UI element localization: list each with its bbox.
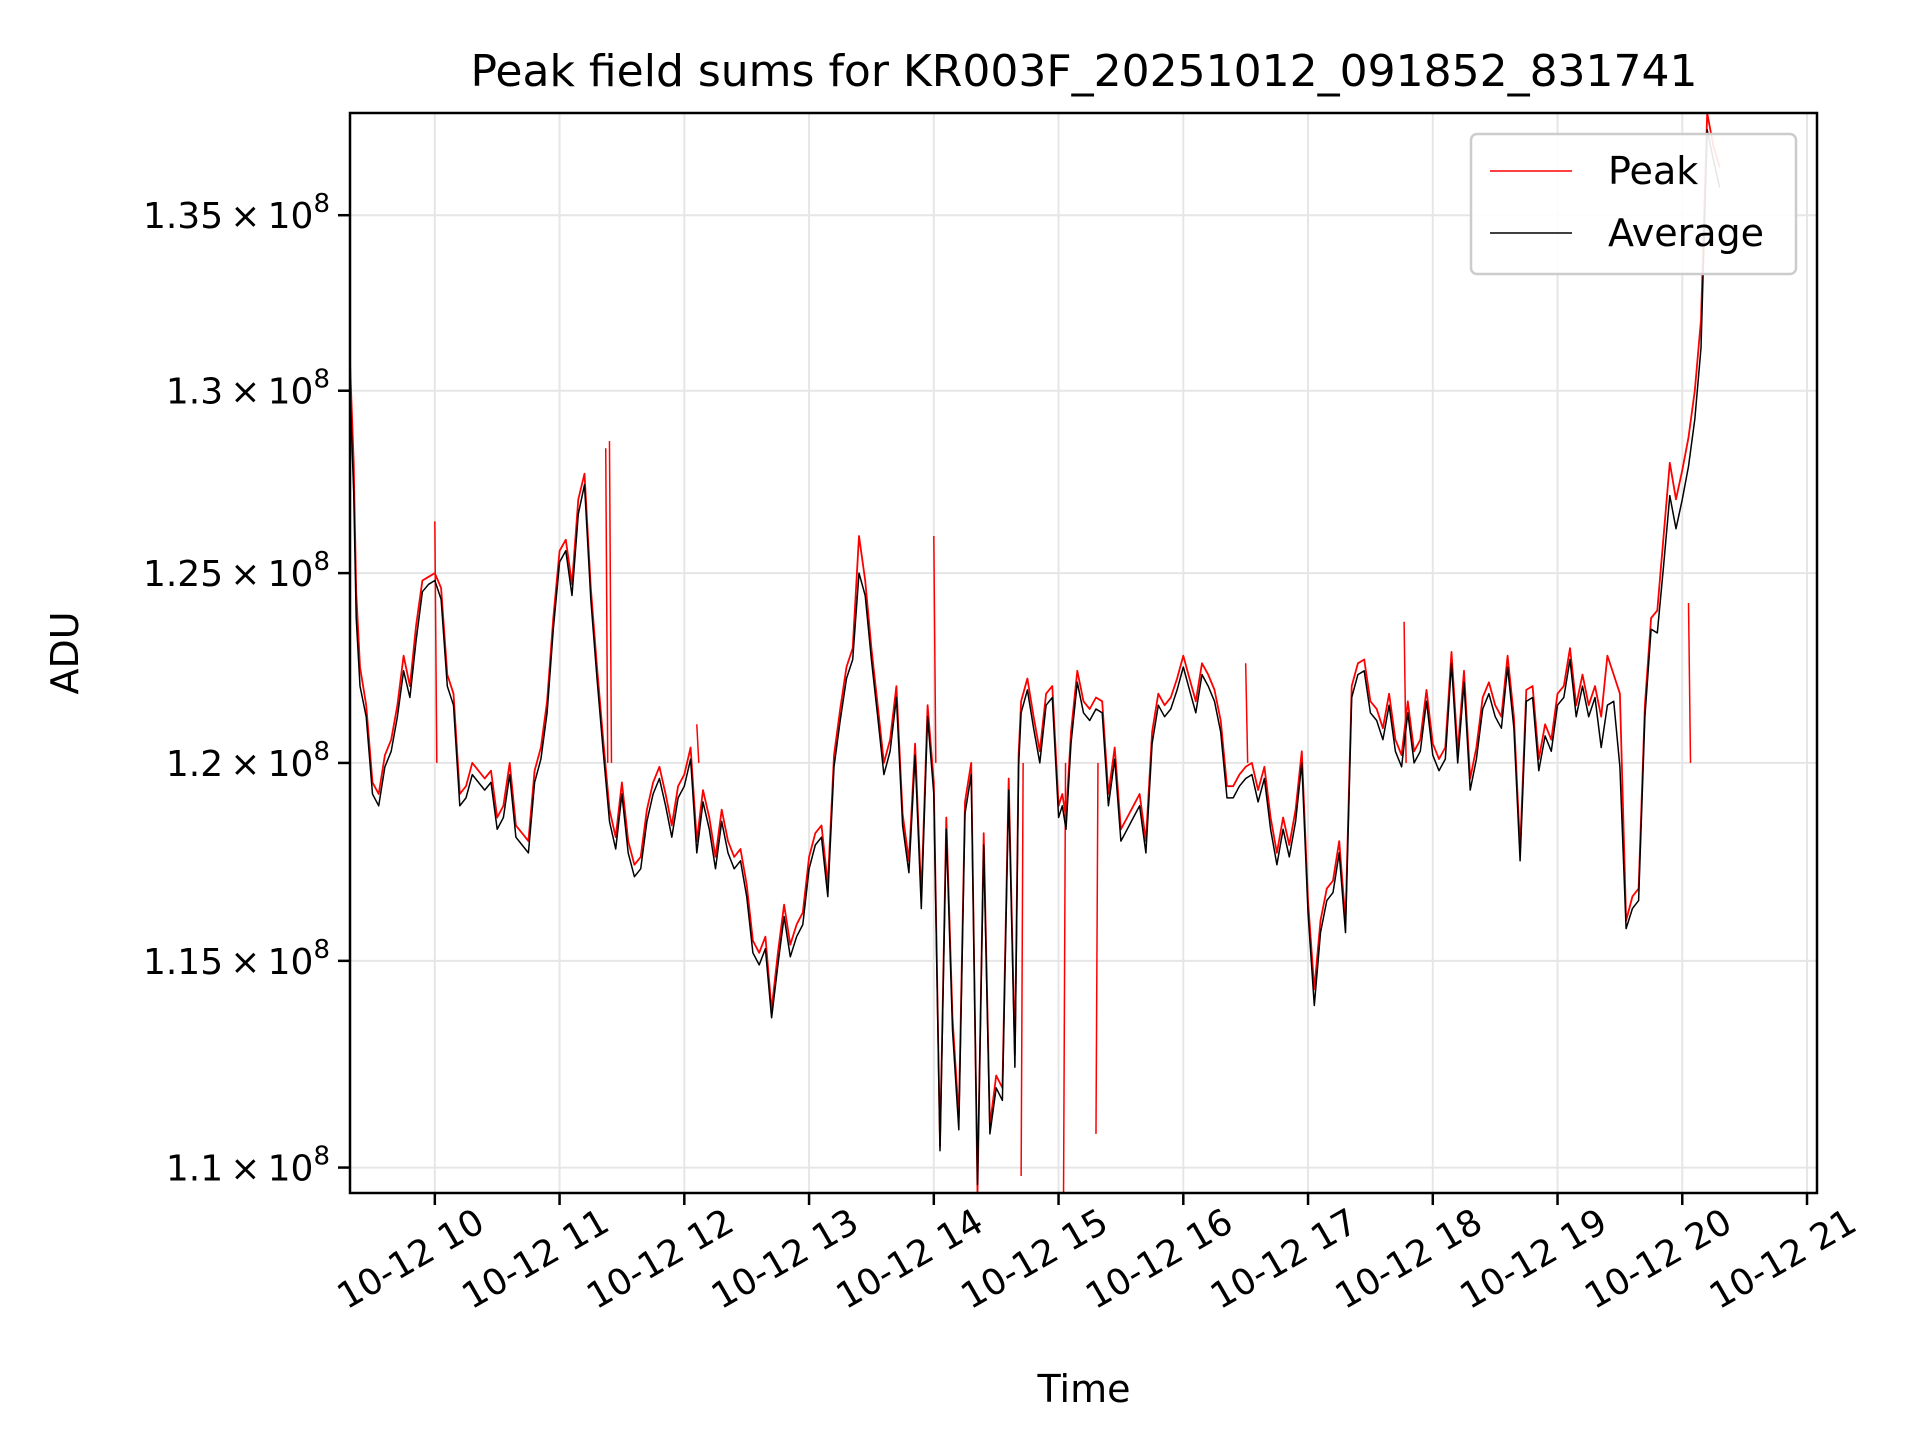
y-axis-label: ADU — [43, 611, 87, 694]
y-gridlines — [350, 214, 1817, 1169]
series-spike — [1062, 762, 1067, 1193]
y-tick-label: 1.25 × 108 — [143, 547, 330, 595]
series-layer — [350, 113, 1721, 1193]
series-spike — [696, 724, 700, 763]
series-line-average — [350, 129, 1721, 1186]
plot-area-frame — [348, 111, 1819, 1195]
series-spike — [1095, 762, 1099, 1134]
y-tick-label: 1.35 × 108 — [143, 189, 330, 237]
x-gridlines — [433, 113, 1809, 1193]
legend-label-average: Average — [1608, 211, 1764, 255]
series-spike — [434, 521, 438, 763]
series-spike — [608, 441, 613, 763]
chart-title: Peak field sums for KR003F_20251012_0918… — [470, 46, 1697, 97]
y-tick-label: 1.15 × 108 — [143, 935, 330, 983]
series-spike — [1244, 663, 1249, 763]
legend-label-peak: Peak — [1608, 149, 1698, 193]
y-tick-label: 1.2 × 108 — [166, 737, 330, 785]
series-spike — [1403, 621, 1407, 763]
series-spike — [933, 536, 937, 763]
series-spike — [1687, 602, 1692, 763]
x-axis-label: Time — [1037, 1367, 1131, 1411]
legend-box — [1469, 132, 1798, 276]
y-axis-ticks: 1.1 × 108 1.15 × 108 1.2 × 108 1.25 × 108 1.… — [143, 189, 350, 1190]
series-spike — [604, 448, 609, 763]
series-line-peak — [350, 113, 1721, 1193]
legend: Peak Average — [1469, 132, 1798, 276]
y-tick-label: 1.1 × 108 — [166, 1142, 330, 1190]
y-tick-label: 1.3 × 108 — [166, 365, 330, 413]
series-spike — [1020, 762, 1024, 1177]
